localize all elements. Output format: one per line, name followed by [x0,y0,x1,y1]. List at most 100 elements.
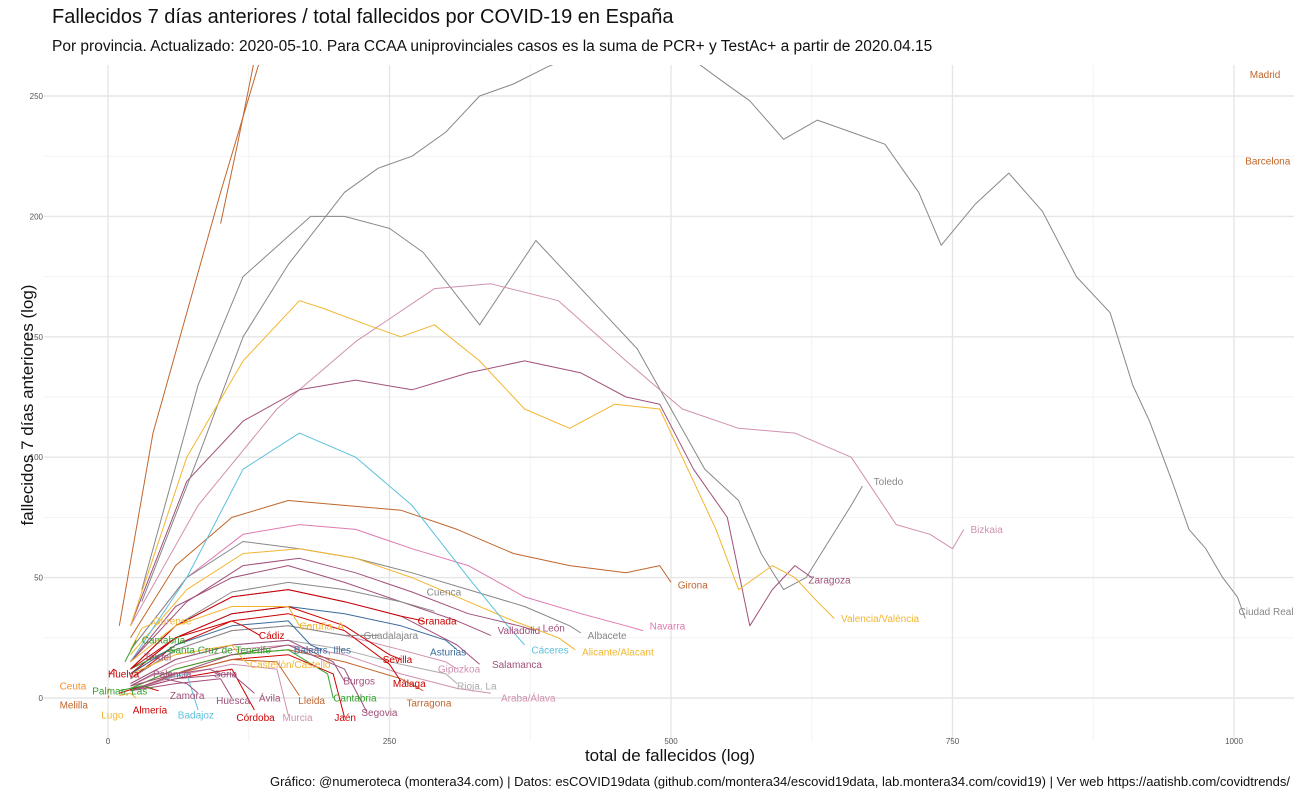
series-label: Albacete [588,631,627,642]
series-label: Sevilla [383,655,413,666]
series-line--vila [130,673,255,694]
series-label: Zaragoza [808,576,851,587]
series-label: Ceuta [60,681,87,692]
chart-caption: Gráfico: @numeroteca (montera34.com) | D… [269,774,1290,789]
series-label: Salamanca [492,660,542,671]
series-label: Coruña, A [299,621,344,632]
series-line-balears-illes [130,620,323,675]
series-line-guadalajara [130,625,379,680]
series-line-soria [130,668,221,687]
series-line-huelva [109,668,118,675]
series-label: Bizkaia [971,525,1004,536]
series-line-murcia [130,663,289,716]
series-line-valencia-val-ncia [130,300,835,626]
series-label: Navarra [650,621,686,632]
series-label: Teruel [144,653,171,664]
series-label: Segovia [361,708,398,719]
series-label: Huelva [108,669,140,680]
y-tick-label: 100 [30,453,44,462]
series-label: Santa Cruz de Tenerife [169,645,272,656]
x-tick-label: 0 [106,737,111,746]
series-label: Valencia/València [841,614,919,625]
series-label: Araba/Álava [501,692,556,705]
series-label: Asturias [430,648,466,659]
series-line-cantabria [130,649,334,699]
series-label: Cantabria [333,694,377,705]
series-label: Badajoz [178,710,214,721]
series-line-barcelona [220,65,254,224]
series-line-coru-a-a [130,606,311,663]
series-line-araba-lava [130,644,491,694]
chart-title: Fallecidos 7 días anteriores / total fal… [52,6,674,28]
series-line-huesca [130,678,233,699]
y-tick-label: 200 [30,212,44,221]
series-line-zamora [130,678,199,694]
x-tick-label: 1000 [1225,737,1243,746]
series-label: Ourense [153,616,192,627]
series-label: Cuenca [427,588,462,599]
series-label: Madrid [1250,70,1281,81]
series-line-valladolid [130,565,491,663]
x-axis-label: total de fallecidos (log) [584,746,756,765]
series-label: Tarragona [406,698,451,709]
series-label: Melilla [60,701,89,712]
series-label: Huesca [216,696,250,707]
series-label: Girona [678,580,708,591]
series-line-palencia [130,673,176,687]
series-label: Málaga [393,679,426,690]
series-label: Palmas, Las [92,686,147,697]
series-label: Jaén [334,713,356,724]
series-label: Castellón/Castelló [250,660,331,671]
series-label: Valladolid [498,626,541,637]
series-line-navarra [130,524,644,651]
series-line-lugo [119,692,137,699]
series-line-cantabria [124,639,137,663]
series-label: Almería [133,706,168,717]
series-label: Zamora [170,691,205,702]
series-line-girona [130,500,672,639]
y-tick-label: 150 [30,333,44,342]
series-label: Toledo [874,477,904,488]
series-line-toledo [141,215,863,591]
series-label: Rioja, La [457,681,497,692]
x-tick-label: 250 [383,737,397,746]
chart-subtitle: Por provincia. Actualizado: 2020-05-10. … [52,38,933,55]
series-label: Guadalajara [364,631,419,642]
x-tick-label: 500 [664,737,678,746]
series-line-palmas-las [119,685,154,692]
series-label: Balears, Illes [294,645,351,656]
series-labels: Madrid Barcelona Ciudad Real Toledo Bizkaia Z… [60,70,1294,724]
x-tick-label: 750 [946,737,960,746]
series-line-madrid [118,65,260,626]
series-line-c-diz [130,620,261,670]
y-tick-label: 50 [34,574,43,583]
series-label: Barcelona [1245,157,1290,168]
series-line-c-ceres [130,432,525,663]
series-label: Alicante/Alacant [582,648,654,659]
series-line-ourense [130,622,154,651]
series-line-zaragoza [130,360,813,627]
series-line-ciudad-real [141,65,1246,619]
series-line-bizkaia [130,283,965,627]
series-line-ceuta [107,688,110,694]
series-label: Cantabria [142,636,186,647]
axis-ticks: 0 250 500 750 1000 0 50 100 150 200 250 [30,92,1244,746]
series-label: Ciudad Real [1239,607,1294,618]
series-label: Soria [214,669,238,680]
series-label: Granada [418,616,457,627]
series-lines [107,65,1246,718]
series-label: Lugo [101,710,124,721]
grid [44,65,1294,741]
series-label: Murcia [283,713,313,724]
series-label: Córdoba [236,713,275,724]
series-line-melilla [107,695,110,699]
series-label: Burgos [343,677,375,688]
series-label: León [543,624,565,635]
y-tick-label: 250 [30,92,44,101]
series-label: Cáceres [531,645,568,656]
y-axis-label: fallecidos 7 días anteriores (log) [18,284,37,526]
series-line-albacete [130,541,582,651]
series-line-le-n [130,557,537,663]
y-tick-label: 0 [39,694,44,703]
